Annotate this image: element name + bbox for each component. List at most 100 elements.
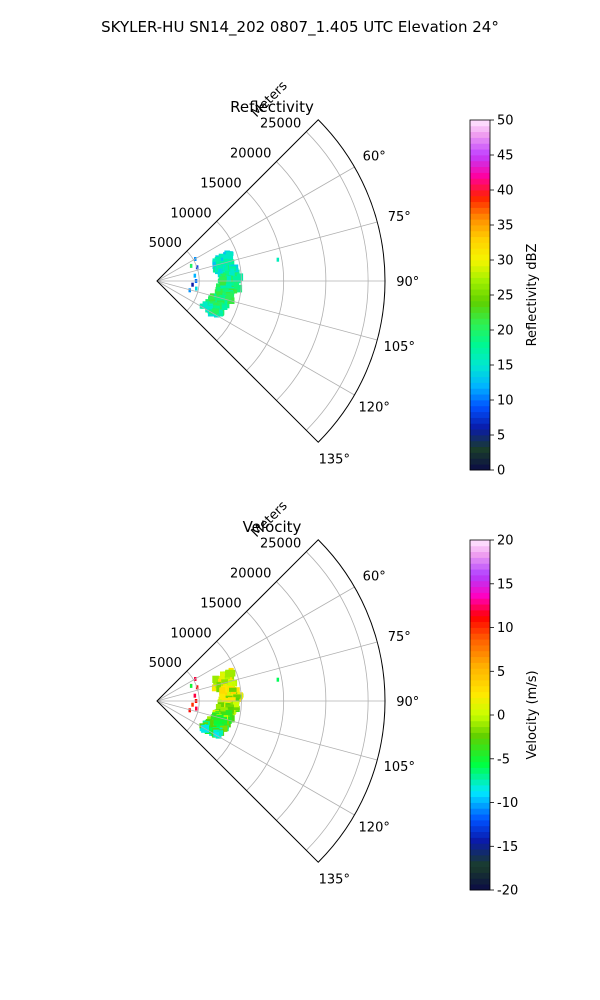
range-tick-label: 20000 <box>230 147 271 162</box>
range-tick-label: 25000 <box>260 117 301 132</box>
echo-point <box>188 288 191 293</box>
colorbar-swatch <box>470 219 490 226</box>
colorbar-swatch <box>470 178 490 185</box>
colorbar-swatch <box>470 172 490 179</box>
echo-gate <box>221 679 228 685</box>
echo-point <box>189 683 193 688</box>
colorbar-swatch <box>470 592 490 599</box>
echo-gate <box>216 283 222 290</box>
colorbar-tick-label: 45 <box>497 149 514 164</box>
colorbar-swatch <box>470 230 490 238</box>
colorbar-swatch <box>470 604 490 611</box>
colorbar-swatch <box>470 860 490 868</box>
colorbar-swatch <box>470 849 490 856</box>
sector-outline <box>156 539 386 863</box>
colorbar-tick-label: 35 <box>497 219 514 234</box>
echo-gate <box>219 280 227 288</box>
echo-gate <box>212 675 220 683</box>
colorbar-swatch <box>470 440 490 448</box>
azimuth-gridline <box>156 586 355 702</box>
azimuth-gridline <box>156 166 355 282</box>
colorbar-tick-label: -5 <box>497 752 510 767</box>
colorbar-swatch <box>470 435 490 442</box>
colorbar-swatch <box>470 429 490 436</box>
colorbar-tick-label: 15 <box>497 359 514 374</box>
echo-gate <box>215 704 222 710</box>
echo-gate <box>218 268 223 274</box>
echo-layer <box>188 667 280 739</box>
colorbar-swatch <box>470 160 490 168</box>
colorbar-swatch <box>470 213 490 220</box>
colorbar-swatch <box>470 633 490 640</box>
echo-point <box>188 708 191 713</box>
colorbar-swatch <box>470 423 490 430</box>
echo-point <box>193 273 197 278</box>
colorbar-swatch <box>470 265 490 273</box>
colorbar-swatch <box>470 755 490 763</box>
colorbar-swatch <box>470 394 490 401</box>
colorbar-swatch <box>470 382 490 389</box>
colorbar-swatch <box>470 242 490 249</box>
colorbar-swatch <box>470 184 490 191</box>
colorbar-swatch <box>470 685 490 693</box>
echo-gate <box>227 271 235 276</box>
echo-gate <box>216 289 223 296</box>
echo-gate <box>208 296 215 302</box>
colorbar-swatch <box>470 190 490 197</box>
azimuth-gridline <box>156 280 355 396</box>
colorbar-tick-label: 20 <box>497 534 514 549</box>
colorbar-swatch <box>470 359 490 366</box>
echo-point <box>195 286 198 291</box>
echo-gate <box>211 684 217 692</box>
colorbar-tick-label: 30 <box>497 254 514 269</box>
colorbar-swatch <box>470 744 490 751</box>
colorbar-swatch <box>470 446 490 453</box>
colorbar-swatch <box>470 575 490 582</box>
colorbar-swatch <box>470 318 490 325</box>
colorbar-swatch <box>470 767 490 774</box>
colorbar-swatch <box>470 650 490 658</box>
reflectivity-panel: Reflectivity60°75°90°105°120°135°5000100… <box>149 78 540 478</box>
echo-gate <box>216 687 222 693</box>
colorbar-swatch <box>470 697 490 704</box>
colorbar-tick-label: 10 <box>497 394 514 409</box>
theta-tick-label: 105° <box>384 760 415 775</box>
colorbar-swatch <box>470 370 490 378</box>
azimuth-gridline <box>156 221 378 282</box>
colorbar-tick-label: -15 <box>497 840 518 855</box>
colorbar-swatch <box>470 866 490 873</box>
colorbar-swatch <box>470 610 490 617</box>
colorbar-swatch <box>470 131 490 138</box>
colorbar-tick-label: 5 <box>497 665 505 680</box>
colorbar-tick-label: 25 <box>497 289 514 304</box>
echo-gate <box>219 276 227 283</box>
azimuth-gridline <box>156 280 378 341</box>
colorbar-swatch <box>470 715 490 722</box>
colorbar-swatch <box>470 837 490 844</box>
echo-gate <box>232 705 240 710</box>
echo-gate <box>224 288 229 296</box>
colorbar-swatch <box>470 330 490 337</box>
echo-gate <box>214 732 219 737</box>
range-tick-label: 5000 <box>149 656 182 671</box>
colorbar-swatch <box>470 720 490 728</box>
colorbar-swatch <box>470 365 490 372</box>
colorbar-swatch <box>470 738 490 745</box>
colorbar-swatch <box>470 388 490 395</box>
echo-gate <box>234 284 243 293</box>
colorbar: 0 5 10 15 20 25 30 35 40 45 50 Reflectivity dBZ <box>469 114 540 479</box>
colorbar-swatch <box>470 295 490 302</box>
range-tick-label: 10000 <box>170 206 211 221</box>
echo-gate <box>223 266 231 273</box>
colorbar-swatch <box>470 300 490 308</box>
echo-point <box>189 263 193 268</box>
colorbar-swatch <box>470 580 490 588</box>
echo-gate <box>199 303 206 309</box>
colorbar-swatch <box>470 855 490 862</box>
colorbar-swatch <box>470 668 490 675</box>
echo-gate <box>218 253 225 258</box>
colorbar-tick-label: 5 <box>497 429 505 444</box>
colorbar-swatch <box>470 726 490 733</box>
colorbar-swatch <box>470 376 490 383</box>
